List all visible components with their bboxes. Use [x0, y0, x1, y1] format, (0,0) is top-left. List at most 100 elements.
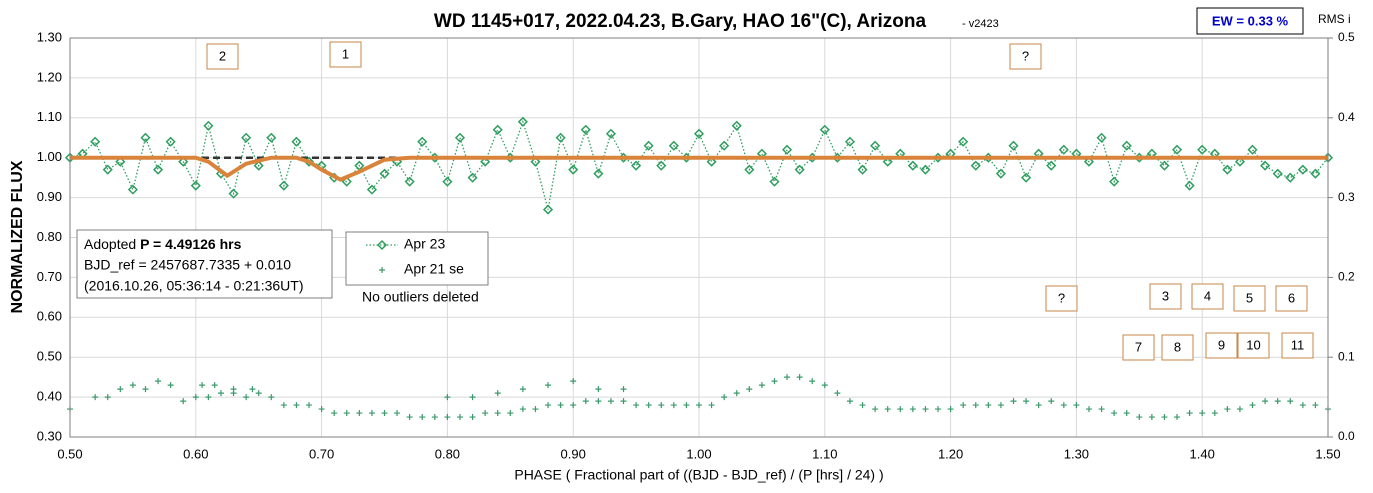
- point: [1285, 172, 1296, 183]
- x-tick-label: 0.60: [183, 446, 208, 461]
- point: [467, 172, 478, 183]
- marker-label: 6: [1288, 290, 1295, 305]
- point: [846, 398, 853, 405]
- point: [557, 402, 564, 409]
- point: [882, 156, 893, 167]
- marker-labels: 2 1?? 3 4 5 6 7 8 9 10 11: [206, 41, 1314, 361]
- y2-tick-label: 0.0: [1338, 429, 1355, 443]
- marker-label: 4: [1204, 288, 1211, 303]
- point: [92, 394, 99, 401]
- point: [721, 394, 728, 401]
- point: [381, 410, 388, 417]
- point: [909, 406, 916, 413]
- series-line: [69, 119, 1329, 210]
- marker-label: 5: [1246, 290, 1253, 305]
- point: [280, 402, 287, 409]
- point: [844, 136, 856, 147]
- marker-box: [1233, 285, 1266, 312]
- point: [819, 124, 830, 135]
- y-tick-label: 0.80: [37, 229, 62, 244]
- y2-tick-label: 0.4: [1338, 110, 1355, 124]
- point: [796, 374, 803, 381]
- point: [494, 410, 501, 417]
- point: [1224, 406, 1231, 413]
- point: [1098, 406, 1105, 413]
- point: [249, 386, 256, 393]
- point: [922, 406, 929, 413]
- y-axis-label: NORMALIZED FLUX: [9, 160, 26, 313]
- point: [1234, 156, 1246, 167]
- point: [620, 398, 627, 405]
- point: [935, 406, 942, 413]
- plot-frame: [69, 37, 1329, 438]
- x-tick-label: 1.30: [1064, 446, 1089, 461]
- marker-label: 7: [1135, 339, 1142, 354]
- point: [1186, 410, 1193, 417]
- point: [343, 410, 350, 417]
- point: [442, 176, 453, 187]
- point: [368, 410, 375, 417]
- y-tick-label: 1.30: [37, 29, 62, 44]
- point: [117, 386, 124, 393]
- point: [127, 184, 138, 195]
- point: [1222, 164, 1233, 175]
- point: [203, 120, 214, 131]
- point: [1096, 132, 1107, 143]
- point: [1023, 398, 1030, 405]
- note: No outliers deleted: [362, 289, 479, 305]
- y2-tick-label: 0.3: [1338, 190, 1355, 204]
- point: [1058, 144, 1069, 155]
- point: [958, 136, 969, 147]
- point: [482, 410, 489, 417]
- point: [1171, 144, 1183, 155]
- point: [1199, 410, 1206, 417]
- marker-label: 1: [342, 46, 349, 61]
- point: [217, 390, 224, 397]
- point: [758, 382, 765, 389]
- point: [1109, 176, 1120, 187]
- x-tick-label: 0.90: [561, 446, 586, 461]
- legend-label: Apr 21 se: [404, 261, 464, 277]
- point: [253, 160, 264, 171]
- info-box: [76, 229, 333, 299]
- point: [595, 398, 602, 405]
- point: [1111, 410, 1118, 417]
- y-tick-label: 0.60: [37, 309, 62, 324]
- point: [152, 164, 164, 175]
- point: [872, 406, 879, 413]
- point: [192, 394, 199, 401]
- point: [1247, 144, 1258, 155]
- point: [545, 402, 552, 409]
- point: [744, 164, 755, 175]
- point: [456, 414, 463, 421]
- point: [1121, 140, 1132, 151]
- point: [211, 382, 218, 389]
- marker-box: [1149, 283, 1182, 310]
- point: [1262, 398, 1269, 405]
- point: [1274, 398, 1281, 405]
- marker-box: [1275, 285, 1308, 312]
- marker-box: [1122, 334, 1155, 361]
- point: [607, 398, 614, 405]
- point: [809, 378, 816, 385]
- point: [746, 386, 753, 393]
- point: [643, 140, 654, 151]
- point: [517, 116, 528, 127]
- point: [291, 136, 302, 147]
- point: [331, 410, 338, 417]
- point: [180, 398, 187, 405]
- point: [1174, 414, 1181, 421]
- marker-box: [1045, 285, 1078, 312]
- point: [1060, 402, 1067, 409]
- marker-box: [206, 43, 239, 70]
- point: [834, 390, 841, 397]
- y-tick-label: 0.30: [37, 428, 62, 443]
- ew-label: EW = 0.33 %: [1212, 13, 1289, 28]
- point: [268, 394, 275, 401]
- y-tick-label: 0.70: [37, 269, 62, 284]
- info-line: BJD_ref = 2457687.7335 + 0.010: [84, 257, 291, 273]
- point: [115, 156, 126, 167]
- point: [1197, 144, 1208, 155]
- marker-label: 8: [1174, 339, 1181, 354]
